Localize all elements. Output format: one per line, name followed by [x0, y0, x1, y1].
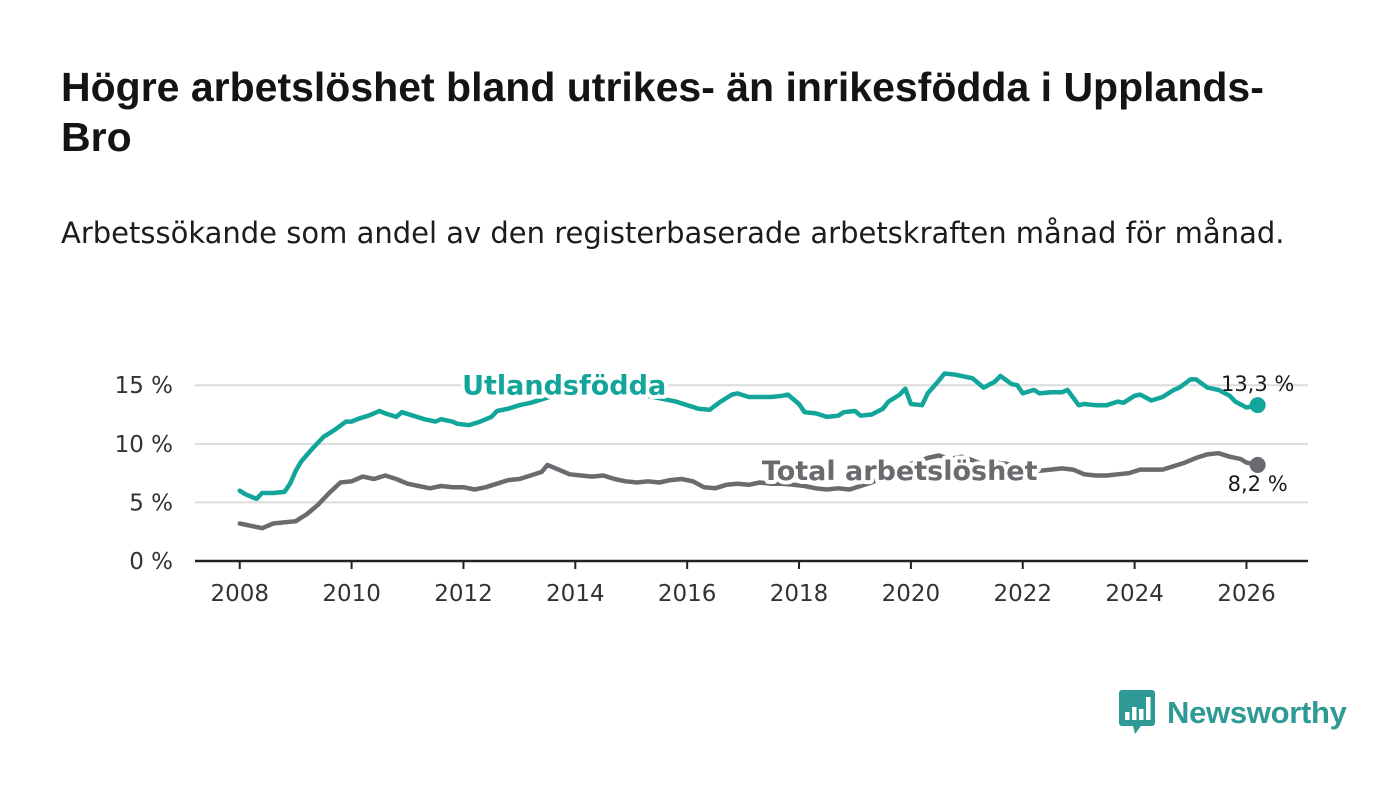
- x-tick-label: 2016: [658, 581, 717, 607]
- series-endpoint-total: [1249, 456, 1266, 473]
- end-label-utlandsfodda: 13,3 %: [1221, 372, 1294, 396]
- x-tick-label: 2024: [1105, 581, 1164, 607]
- x-tick-label: 2018: [770, 581, 829, 607]
- x-tick-label: 2014: [546, 581, 605, 607]
- y-tick-label: 0 %: [129, 549, 173, 575]
- chart-subtitle: Arbetssökande som andel av den registerb…: [61, 216, 1285, 250]
- y-tick-label: 5 %: [129, 490, 173, 516]
- x-tick-label: 2008: [210, 581, 269, 607]
- newsworthy-logo[interactable]: Newsworthy: [1119, 690, 1347, 736]
- y-tick-label: 15 %: [115, 373, 173, 399]
- series-label-total: Total arbetslöshet: [762, 456, 1038, 487]
- labels: 0 % 5 % 10 % 15 % 2008 2010 2012 2014 2016 2018 20…: [115, 367, 1295, 607]
- series-line-total: [237, 450, 1260, 531]
- line-chart: 0 % 5 % 10 % 15 % 2008 2010 2012 2014 2016 2018 20…: [115, 367, 1308, 607]
- x-tick-label: 2020: [882, 581, 941, 607]
- series-line-utlandsfodda: [237, 371, 1260, 502]
- chart-title: Högre arbetslöshet bland utrikes- än inr…: [61, 64, 1264, 160]
- gridlines: [195, 384, 1308, 504]
- x-tick-label: 2022: [993, 581, 1052, 607]
- brand-name: Newsworthy: [1167, 695, 1347, 730]
- series-lines: [237, 371, 1266, 531]
- x-tick-label: 2012: [434, 581, 493, 607]
- x-tick-label: 2010: [322, 581, 381, 607]
- end-label-total: 8,2 %: [1228, 472, 1288, 496]
- x-tick-label: 2026: [1217, 581, 1276, 607]
- series-label-utlandsfodda: Utlandsfödda: [462, 371, 666, 402]
- y-tick-label: 10 %: [115, 432, 173, 458]
- x-axis: [195, 559, 1308, 569]
- series-endpoint-utlandsfodda: [1249, 397, 1266, 414]
- bar-chart-speech-bubble-icon: [1119, 690, 1155, 734]
